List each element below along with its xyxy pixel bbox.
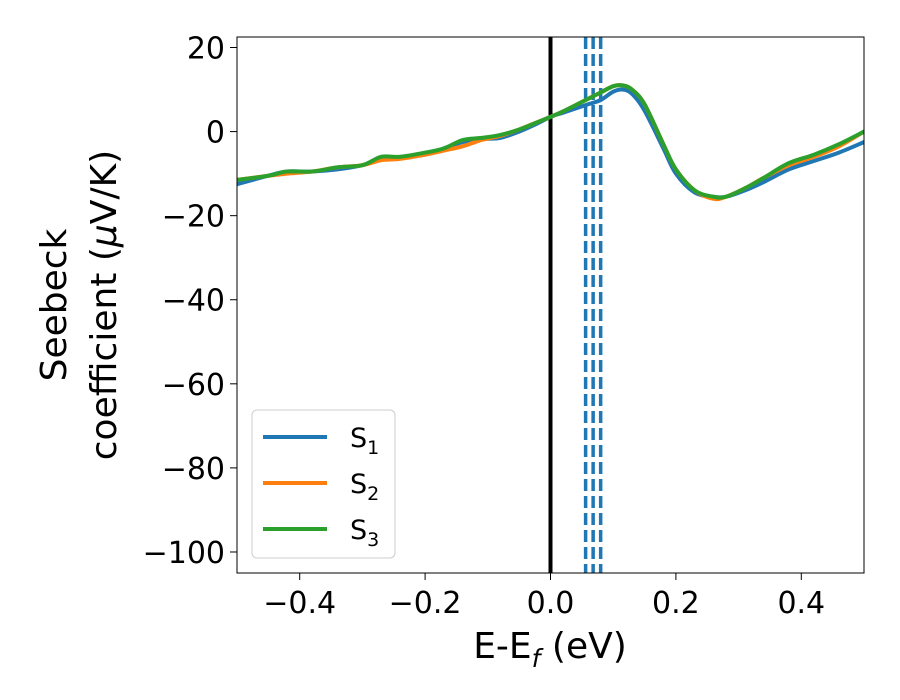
x-axis-title: E-Ef (eV)	[473, 626, 627, 673]
y-tick-label: −40	[162, 284, 225, 319]
y-tick-label: −20	[162, 200, 225, 235]
y-tick-label: −100	[143, 536, 225, 571]
y-tick-label: −60	[162, 368, 225, 403]
legend-label-s2: S2	[350, 469, 379, 505]
y-axis-title: Seebeck coefficient (μV/K)	[34, 150, 125, 460]
y-tick-label: 20	[187, 32, 225, 67]
legend-label-s3: S3	[350, 515, 379, 551]
series-line-s3	[237, 83, 864, 200]
y-tick-label: −80	[162, 452, 225, 487]
x-tick-label: −0.4	[263, 586, 336, 621]
x-tick-label: 0.4	[777, 586, 825, 621]
y-axis-title-line1: Seebeck	[34, 228, 75, 381]
x-tick-label: 0.0	[527, 586, 575, 621]
x-axis-ticks: −0.4 −0.2 0.0 0.2 0.4	[263, 573, 825, 621]
legend-label-s1: S1	[350, 423, 379, 459]
y-axis-title-line2: coefficient (μV/K)	[84, 150, 125, 460]
y-tick-label: 0	[206, 116, 225, 151]
vertical-reference-lines	[548, 37, 603, 573]
x-tick-label: −0.2	[389, 586, 462, 621]
x-tick-label: 0.2	[652, 586, 700, 621]
y-axis-ticks: 20 0 −20 −40 −60 −80 −100	[143, 32, 237, 571]
legend: S1 S2 S3	[251, 409, 396, 559]
series-lines	[237, 83, 864, 202]
